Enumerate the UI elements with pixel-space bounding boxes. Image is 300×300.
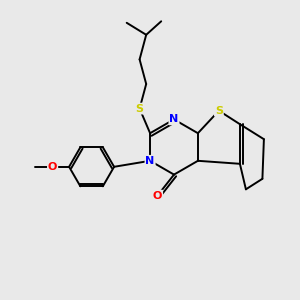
- Text: O: O: [48, 162, 57, 172]
- Text: N: N: [146, 156, 155, 166]
- Text: S: S: [215, 106, 223, 116]
- Text: N: N: [169, 114, 178, 124]
- Text: S: S: [136, 103, 144, 114]
- Text: O: O: [153, 190, 162, 201]
